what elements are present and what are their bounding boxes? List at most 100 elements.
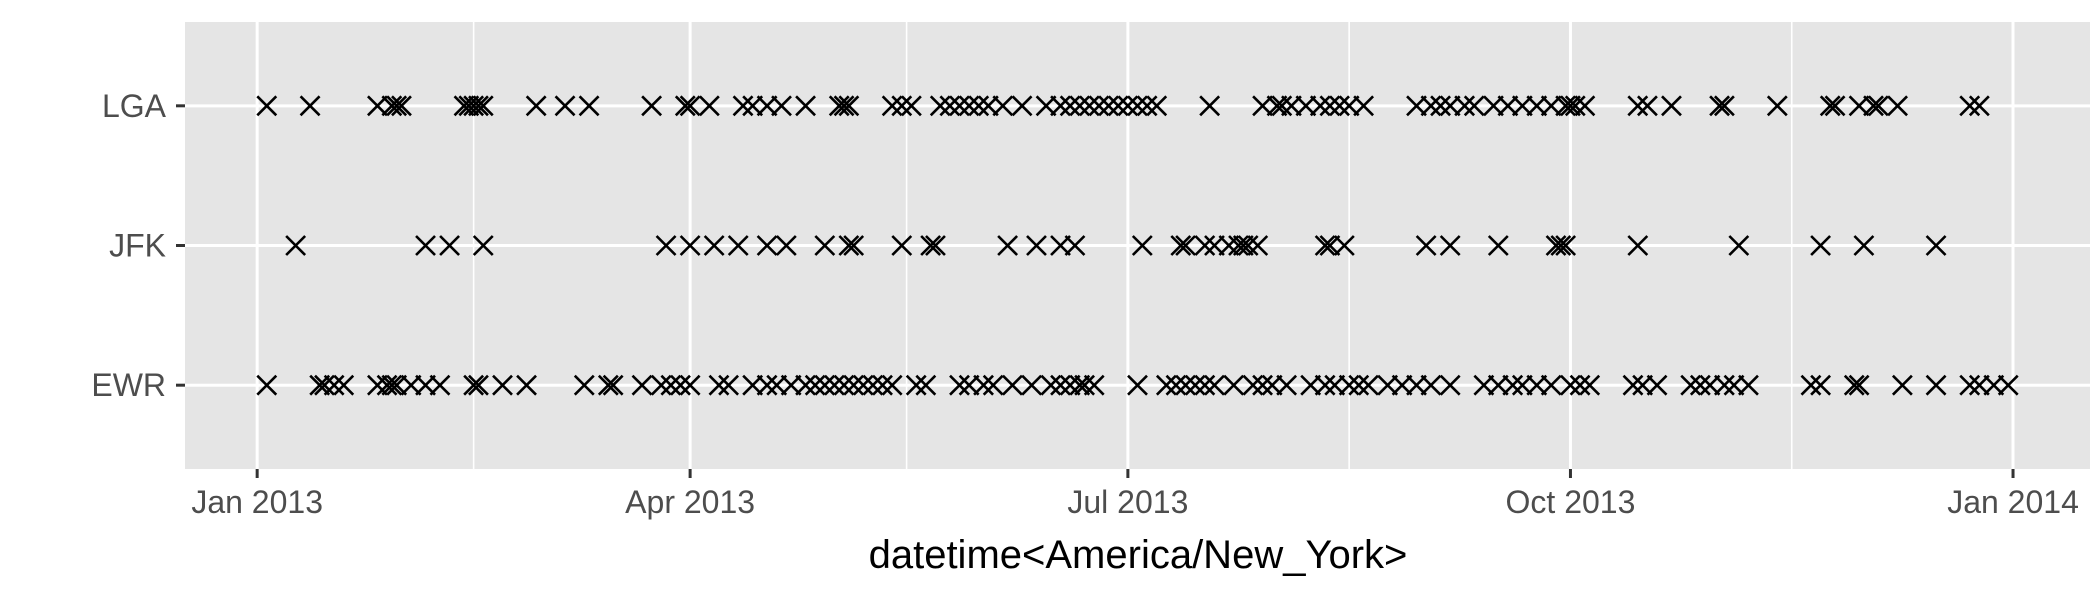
data-point-lga bbox=[1637, 95, 1658, 117]
data-point-ewr bbox=[679, 374, 701, 396]
data-point-lga bbox=[929, 95, 951, 117]
data-point-ewr bbox=[1800, 374, 1822, 396]
x-tick-label: Apr 2013 bbox=[625, 484, 755, 520]
data-point-jfk bbox=[1333, 235, 1355, 256]
data-point-lga bbox=[1127, 95, 1148, 117]
data-point-ewr bbox=[1074, 374, 1095, 396]
data-point-ewr bbox=[1083, 374, 1105, 396]
data-point-ewr bbox=[795, 374, 816, 396]
y-tick-label: JFK bbox=[109, 228, 166, 264]
data-point-ewr bbox=[1891, 374, 1913, 396]
data-point-ewr bbox=[1738, 374, 1759, 396]
data-point-ewr bbox=[1252, 374, 1273, 396]
data-point-ewr bbox=[1439, 374, 1461, 396]
data-point-jfk bbox=[1550, 235, 1572, 256]
data-point-jfk bbox=[997, 235, 1019, 256]
data-point-ewr bbox=[1194, 374, 1216, 396]
data-point-ewr bbox=[1502, 374, 1524, 396]
data-point-jfk bbox=[1194, 235, 1216, 256]
data-point-lga bbox=[525, 95, 547, 117]
data-point-jfk bbox=[925, 235, 946, 256]
data-point-jfk bbox=[1228, 235, 1249, 256]
data-point-ewr bbox=[1560, 374, 1581, 396]
data-point-ewr bbox=[1540, 374, 1562, 396]
data-point-ewr bbox=[1338, 374, 1360, 396]
data-point-ewr bbox=[1127, 374, 1148, 396]
data-point-lga bbox=[949, 95, 970, 117]
data-point-ewr bbox=[670, 374, 691, 396]
y-axis: EWR JFK LGA bbox=[91, 88, 185, 403]
data-point-lga bbox=[1463, 95, 1485, 117]
data-point-lga bbox=[1564, 95, 1586, 117]
data-point-ewr bbox=[1569, 374, 1591, 396]
data-point-ewr bbox=[1646, 374, 1668, 396]
data-point-ewr bbox=[463, 374, 485, 396]
data-point-lga bbox=[1420, 95, 1442, 117]
data-point-ewr bbox=[1689, 374, 1711, 396]
data-point-lga bbox=[1863, 95, 1884, 117]
data-point-ewr bbox=[982, 374, 1004, 396]
data-point-ewr bbox=[1165, 374, 1187, 396]
data-point-jfk bbox=[1175, 235, 1197, 256]
data-point-lga bbox=[1353, 95, 1375, 117]
data-point-jfk bbox=[1439, 235, 1461, 256]
data-point-lga bbox=[1011, 95, 1033, 117]
x-tick-label: Oct 2013 bbox=[1506, 484, 1636, 520]
data-point-jfk bbox=[891, 235, 913, 256]
data-point-ewr bbox=[756, 374, 778, 396]
data-point-lga bbox=[1088, 95, 1110, 117]
data-point-ewr bbox=[905, 374, 927, 396]
data-point-lga bbox=[1627, 95, 1649, 117]
data-point-lga bbox=[1059, 95, 1081, 117]
data-point-lga bbox=[1319, 95, 1341, 117]
data-point-ewr bbox=[1223, 374, 1245, 396]
data-point-jfk bbox=[1555, 235, 1577, 256]
data-point-lga bbox=[833, 95, 855, 117]
data-point-lga bbox=[1199, 95, 1221, 117]
data-point-ewr bbox=[602, 374, 624, 396]
data-point-jfk bbox=[1026, 235, 1047, 256]
data-point-lga bbox=[578, 95, 600, 117]
data-point-ewr bbox=[973, 374, 994, 396]
data-point-jfk bbox=[1131, 235, 1153, 256]
data-point-jfk bbox=[679, 235, 701, 256]
data-point-ewr bbox=[492, 374, 513, 396]
data-point-ewr bbox=[1848, 374, 1870, 396]
data-point-lga bbox=[1819, 95, 1841, 117]
data-point-lga bbox=[1117, 95, 1139, 117]
data-point-ewr bbox=[1680, 374, 1702, 396]
data-point-jfk bbox=[838, 235, 860, 256]
data-point-ewr bbox=[429, 374, 451, 396]
data-point-lga bbox=[1824, 95, 1846, 117]
data-point-jfk bbox=[1545, 235, 1567, 256]
data-point-jfk bbox=[1415, 235, 1437, 256]
data-point-ewr bbox=[1050, 374, 1071, 396]
data-point-ewr bbox=[323, 374, 345, 396]
data-point-jfk bbox=[756, 235, 778, 256]
data-point-jfk bbox=[703, 235, 725, 256]
data-point-lga bbox=[299, 95, 321, 117]
data-point-jfk bbox=[1247, 235, 1269, 256]
data-point-lga bbox=[1069, 95, 1091, 117]
x-tick-label: Jan 2014 bbox=[1947, 484, 2079, 520]
data-point-lga bbox=[468, 95, 489, 117]
x-tick-label: Jul 2013 bbox=[1067, 484, 1188, 520]
data-point-jfk bbox=[1487, 235, 1509, 256]
data-point-jfk bbox=[1170, 235, 1192, 256]
data-point-ewr bbox=[824, 374, 845, 396]
x-axis: Jan 2013 Apr 2013 Jul 2013 Oct 2013 Jan 2014 bbox=[191, 469, 2079, 520]
data-point-jfk bbox=[1064, 235, 1086, 256]
data-point-ewr bbox=[915, 374, 937, 396]
data-point-lga bbox=[641, 95, 663, 117]
data-point-ewr bbox=[631, 374, 653, 396]
data-point-ewr bbox=[814, 374, 836, 396]
data-point-lga bbox=[1766, 95, 1788, 117]
data-point-lga bbox=[1959, 95, 1981, 117]
data-point-jfk bbox=[775, 235, 797, 256]
y-tick-label: EWR bbox=[91, 367, 166, 403]
data-point-lga bbox=[958, 95, 980, 117]
data-point-jfk bbox=[920, 235, 942, 256]
data-point-ewr bbox=[1204, 374, 1225, 396]
data-point-ewr bbox=[843, 374, 865, 396]
data-point-lga bbox=[679, 95, 701, 117]
